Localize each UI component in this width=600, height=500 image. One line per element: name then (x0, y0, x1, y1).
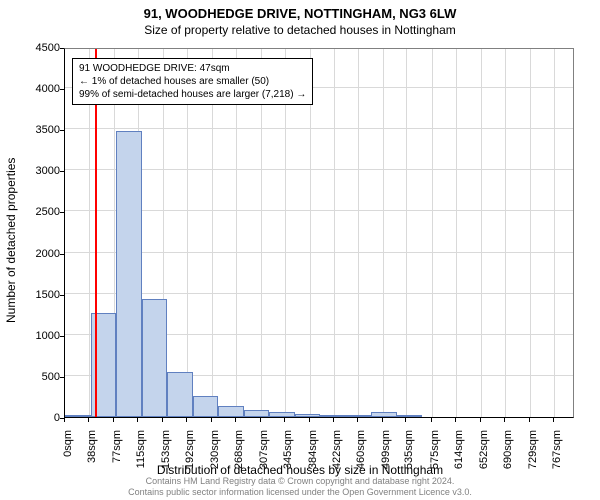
chart-title-sub: Size of property relative to detached ho… (0, 21, 600, 37)
footer-attribution: Contains HM Land Registry data © Crown c… (0, 476, 600, 498)
y-tick-label: 3000 (20, 165, 60, 177)
y-tick-label: 0 (20, 412, 60, 424)
histogram-bar (371, 412, 397, 417)
histogram-bar (65, 415, 91, 417)
y-tick-label: 2000 (20, 248, 60, 260)
y-tick-label: 500 (20, 371, 60, 383)
histogram-bar (320, 415, 346, 417)
y-axis-label: Number of detached properties (4, 158, 18, 323)
footer-line-2: Contains public sector information licen… (0, 487, 600, 498)
histogram-bar (116, 131, 142, 417)
footer-line-1: Contains HM Land Registry data © Crown c… (0, 476, 600, 487)
histogram-bar (167, 372, 193, 417)
histogram-bar (244, 410, 270, 417)
y-tick-label: 1000 (20, 330, 60, 342)
x-axis-label: Distribution of detached houses by size … (0, 463, 600, 477)
histogram-bar (397, 415, 423, 417)
annotation-box: 91 WOODHEDGE DRIVE: 47sqm ← 1% of detach… (72, 58, 313, 105)
histogram-bar (142, 299, 168, 417)
histogram-bar (346, 415, 372, 417)
histogram-bar (218, 406, 244, 418)
histogram-bar (269, 412, 295, 417)
annotation-line-3: 99% of semi-detached houses are larger (… (79, 88, 306, 101)
chart-title-main: 91, WOODHEDGE DRIVE, NOTTINGHAM, NG3 6LW (0, 0, 600, 21)
histogram-bar (295, 414, 321, 417)
y-tick-label: 1500 (20, 289, 60, 301)
histogram-bar (193, 396, 219, 417)
annotation-line-1: 91 WOODHEDGE DRIVE: 47sqm (79, 62, 306, 75)
y-tick-label: 4500 (20, 42, 60, 54)
y-tick-label: 4000 (20, 83, 60, 95)
y-tick-label: 2500 (20, 206, 60, 218)
y-tick-label: 3500 (20, 124, 60, 136)
annotation-line-2: ← 1% of detached houses are smaller (50) (79, 75, 306, 88)
